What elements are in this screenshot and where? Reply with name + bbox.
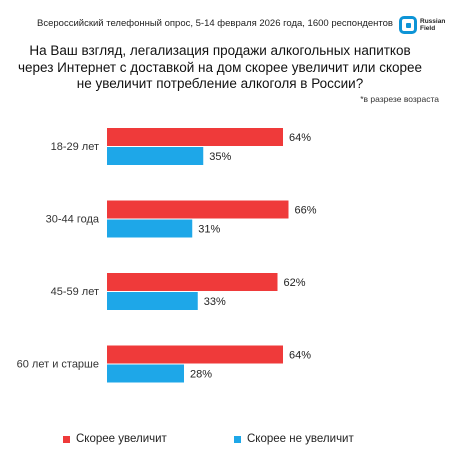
brand-logo: Russian Field — [399, 14, 447, 40]
bar-increase — [107, 200, 289, 219]
category-label: 30-44 года — [46, 214, 100, 226]
survey-info: Всероссийский телефонный опрос, 5-14 фев… — [37, 18, 393, 29]
legend-swatch-blue — [234, 435, 241, 443]
category-label: 18-29 лет — [51, 141, 99, 153]
bar-increase — [107, 128, 283, 146]
chart-note: *в разрезе возраста — [360, 94, 439, 104]
value-label: 66% — [295, 205, 317, 217]
value-label: 28% — [190, 369, 212, 381]
bar-increase — [107, 273, 278, 291]
value-label: 64% — [289, 350, 311, 362]
category-label: 45-59 лет — [51, 286, 99, 298]
chart-title: На Ваш взгляд, легализация продажи алког… — [17, 43, 423, 91]
rf-logo-icon — [399, 16, 417, 34]
bar-not-increase — [107, 292, 198, 310]
value-label: 64% — [289, 132, 311, 144]
bar-not-increase — [107, 147, 204, 165]
category-label: 60 лет и старше — [17, 359, 99, 371]
legend-swatch-red — [63, 435, 70, 443]
bar-not-increase — [107, 364, 184, 383]
legend-item-increase: Скорее увеличит — [63, 433, 167, 445]
value-label: 35% — [209, 151, 231, 163]
bar-not-increase — [107, 219, 193, 238]
legend-item-not-increase: Скорее не увеличит — [234, 433, 354, 445]
legend-label: Скорее не увеличит — [247, 433, 354, 445]
value-label: 33% — [204, 296, 226, 308]
legend-label: Скорее увеличит — [76, 433, 167, 445]
bar-chart: 18-29 лет 64% 35% 30-44 года 66% 31% 45-59 лет… — [17, 128, 317, 383]
value-label: 31% — [198, 224, 220, 236]
bar-increase — [107, 345, 283, 364]
brand-name: Russian Field — [420, 18, 446, 32]
value-label: 62% — [284, 277, 306, 289]
